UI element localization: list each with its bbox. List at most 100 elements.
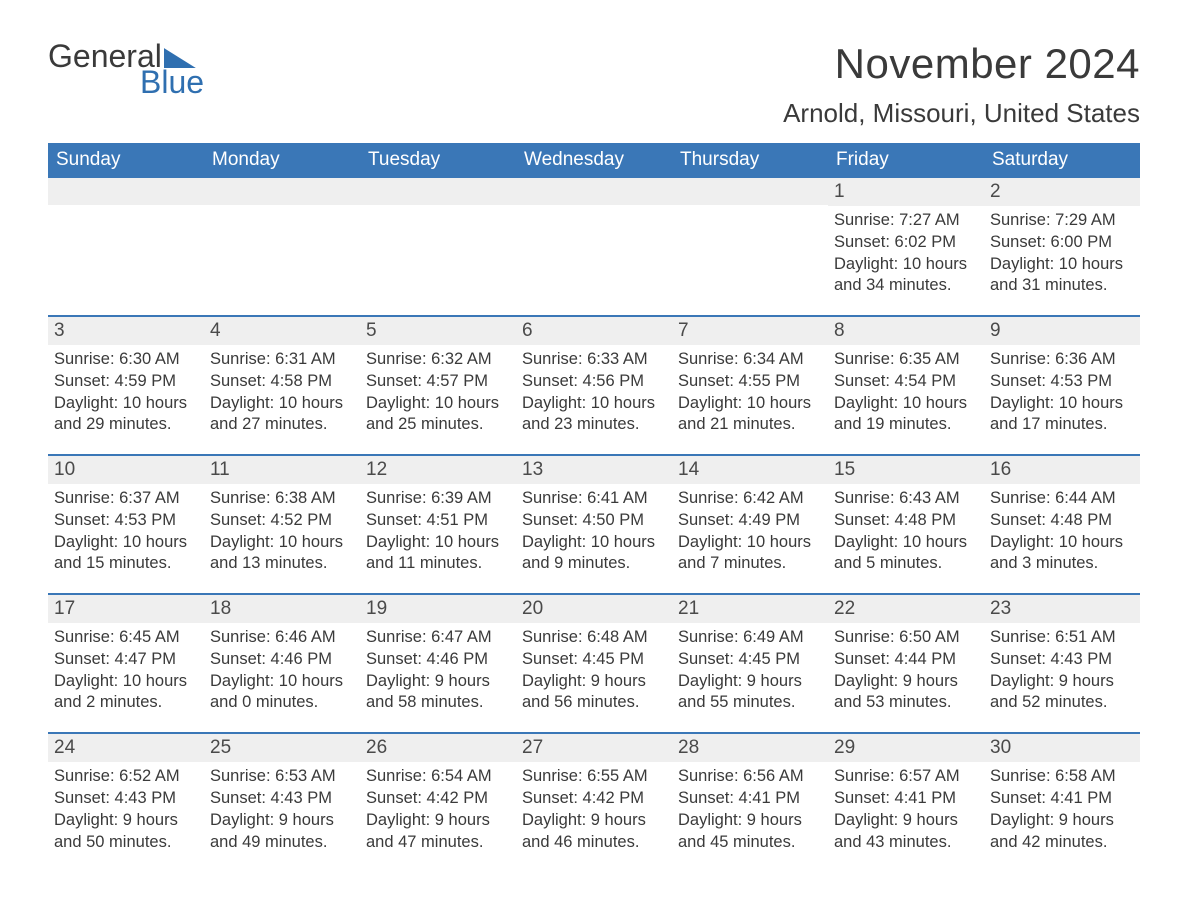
sunset: Sunset: 4:58 PM <box>210 371 354 393</box>
header: General Blue November 2024 Arnold, Misso… <box>48 40 1140 129</box>
week-row: 3Sunrise: 6:30 AMSunset: 4:59 PMDaylight… <box>48 315 1140 454</box>
day-number: 21 <box>672 595 828 623</box>
daylight: Daylight: 9 hours and 52 minutes. <box>990 671 1134 715</box>
sunrise: Sunrise: 6:32 AM <box>366 349 510 371</box>
sunrise: Sunrise: 7:27 AM <box>834 210 978 232</box>
sunset: Sunset: 4:49 PM <box>678 510 822 532</box>
sunrise: Sunrise: 6:47 AM <box>366 627 510 649</box>
day-cell: 7Sunrise: 6:34 AMSunset: 4:55 PMDaylight… <box>672 317 828 454</box>
logo-flag-icon <box>164 48 196 68</box>
daylight: Daylight: 10 hours and 7 minutes. <box>678 532 822 576</box>
sunrise: Sunrise: 6:55 AM <box>522 766 666 788</box>
day-cell: 10Sunrise: 6:37 AMSunset: 4:53 PMDayligh… <box>48 456 204 593</box>
day-number: 13 <box>516 456 672 484</box>
day-number: 4 <box>204 317 360 345</box>
day-cell: 16Sunrise: 6:44 AMSunset: 4:48 PMDayligh… <box>984 456 1140 593</box>
daylight: Daylight: 10 hours and 29 minutes. <box>54 393 198 437</box>
daylight: Daylight: 10 hours and 21 minutes. <box>678 393 822 437</box>
empty-day-cell <box>360 178 516 315</box>
sunset: Sunset: 4:46 PM <box>210 649 354 671</box>
day-number: 10 <box>48 456 204 484</box>
day-number: 9 <box>984 317 1140 345</box>
sunset: Sunset: 4:45 PM <box>522 649 666 671</box>
sunset: Sunset: 4:42 PM <box>366 788 510 810</box>
day-number: 11 <box>204 456 360 484</box>
sunset: Sunset: 4:48 PM <box>834 510 978 532</box>
sunset: Sunset: 4:55 PM <box>678 371 822 393</box>
sunset: Sunset: 4:41 PM <box>834 788 978 810</box>
sunset: Sunset: 4:56 PM <box>522 371 666 393</box>
sunrise: Sunrise: 6:49 AM <box>678 627 822 649</box>
sunrise: Sunrise: 6:46 AM <box>210 627 354 649</box>
daylight: Daylight: 10 hours and 9 minutes. <box>522 532 666 576</box>
day-number: 28 <box>672 734 828 762</box>
day-details: Sunrise: 6:51 AMSunset: 4:43 PMDaylight:… <box>990 627 1134 714</box>
sunset: Sunset: 4:51 PM <box>366 510 510 532</box>
day-number: 20 <box>516 595 672 623</box>
day-details: Sunrise: 6:49 AMSunset: 4:45 PMDaylight:… <box>678 627 822 714</box>
sunset: Sunset: 4:46 PM <box>366 649 510 671</box>
day-details: Sunrise: 6:39 AMSunset: 4:51 PMDaylight:… <box>366 488 510 575</box>
day-cell: 29 Sunrise: 6:57 AMSunset: 4:41 PMDayligh… <box>828 734 984 871</box>
daylight: Daylight: 9 hours and 56 minutes. <box>522 671 666 715</box>
day-details: Sunrise: 6:38 AMSunset: 4:52 PMDaylight:… <box>210 488 354 575</box>
day-number: 3 <box>48 317 204 345</box>
daylight: Daylight: 10 hours and 2 minutes. <box>54 671 198 715</box>
day-details: Sunrise: 6:57 AMSunset: 4:41 PMDaylight:… <box>834 766 978 853</box>
day-cell: 17 Sunrise: 6:45 AMSunset: 4:47 PMDayligh… <box>48 595 204 732</box>
day-number: 1 <box>828 178 984 206</box>
day-details: Sunrise: 6:32 AMSunset: 4:57 PMDaylight:… <box>366 349 510 436</box>
day-cell: 13 Sunrise: 6:41 AMSunset: 4:50 PMDayligh… <box>516 456 672 593</box>
sunrise: Sunrise: 6:54 AM <box>366 766 510 788</box>
sunrise: Sunrise: 6:38 AM <box>210 488 354 510</box>
day-number: 5 <box>360 317 516 345</box>
sunset: Sunset: 4:41 PM <box>990 788 1134 810</box>
day-cell: 9Sunrise: 6:36 AMSunset: 4:53 PMDaylight… <box>984 317 1140 454</box>
day-details: Sunrise: 7:27 AMSunset: 6:02 PMDaylight:… <box>834 210 978 297</box>
day-number: 23 <box>984 595 1140 623</box>
day-cell: 27Sunrise: 6:55 AMSunset: 4:42 PMDayligh… <box>516 734 672 871</box>
daylight: Daylight: 10 hours and 23 minutes. <box>522 393 666 437</box>
calendar-body: 1Sunrise: 7:27 AMSunset: 6:02 PMDaylight… <box>48 178 1140 871</box>
day-number: 17 <box>48 595 204 623</box>
sunrise: Sunrise: 6:50 AM <box>834 627 978 649</box>
day-details: Sunrise: 6:45 AMSunset: 4:47 PMDaylight:… <box>54 627 198 714</box>
sunset: Sunset: 4:42 PM <box>522 788 666 810</box>
day-number: 19 <box>360 595 516 623</box>
day-number: 25 <box>204 734 360 762</box>
title-block: November 2024 Arnold, Missouri, United S… <box>783 40 1140 129</box>
daylight: Daylight: 10 hours and 3 minutes. <box>990 532 1134 576</box>
day-details: Sunrise: 6:41 AMSunset: 4:50 PMDaylight:… <box>522 488 666 575</box>
daylight: Daylight: 9 hours and 43 minutes. <box>834 810 978 854</box>
daylight: Daylight: 10 hours and 5 minutes. <box>834 532 978 576</box>
sunrise: Sunrise: 6:45 AM <box>54 627 198 649</box>
sunset: Sunset: 4:43 PM <box>210 788 354 810</box>
day-cell: 22Sunrise: 6:50 AMSunset: 4:44 PMDayligh… <box>828 595 984 732</box>
location: Arnold, Missouri, United States <box>783 98 1140 129</box>
weekday-header: Sunday <box>48 143 204 178</box>
daylight: Daylight: 10 hours and 17 minutes. <box>990 393 1134 437</box>
sunrise: Sunrise: 6:44 AM <box>990 488 1134 510</box>
sunrise: Sunrise: 6:53 AM <box>210 766 354 788</box>
sunset: Sunset: 6:02 PM <box>834 232 978 254</box>
week-row: 1Sunrise: 7:27 AMSunset: 6:02 PMDaylight… <box>48 178 1140 315</box>
day-cell: 14Sunrise: 6:42 AMSunset: 4:49 PMDayligh… <box>672 456 828 593</box>
sunrise: Sunrise: 6:57 AM <box>834 766 978 788</box>
day-details: Sunrise: 6:58 AMSunset: 4:41 PMDaylight:… <box>990 766 1134 853</box>
day-details: Sunrise: 6:31 AMSunset: 4:58 PMDaylight:… <box>210 349 354 436</box>
daylight: Daylight: 9 hours and 55 minutes. <box>678 671 822 715</box>
month-title: November 2024 <box>783 40 1140 88</box>
daylight: Daylight: 10 hours and 31 minutes. <box>990 254 1134 298</box>
day-number: 29 <box>828 734 984 762</box>
sunset: Sunset: 4:45 PM <box>678 649 822 671</box>
daylight: Daylight: 10 hours and 0 minutes. <box>210 671 354 715</box>
sunset: Sunset: 4:52 PM <box>210 510 354 532</box>
day-number: 30 <box>984 734 1140 762</box>
sunrise: Sunrise: 6:52 AM <box>54 766 198 788</box>
day-cell: 21 Sunrise: 6:49 AMSunset: 4:45 PMDayligh… <box>672 595 828 732</box>
day-details: Sunrise: 7:29 AMSunset: 6:00 PMDaylight:… <box>990 210 1134 297</box>
sunrise: Sunrise: 6:34 AM <box>678 349 822 371</box>
sunrise: Sunrise: 6:35 AM <box>834 349 978 371</box>
day-cell: 11 Sunrise: 6:38 AMSunset: 4:52 PMDayligh… <box>204 456 360 593</box>
daylight: Daylight: 10 hours and 25 minutes. <box>366 393 510 437</box>
